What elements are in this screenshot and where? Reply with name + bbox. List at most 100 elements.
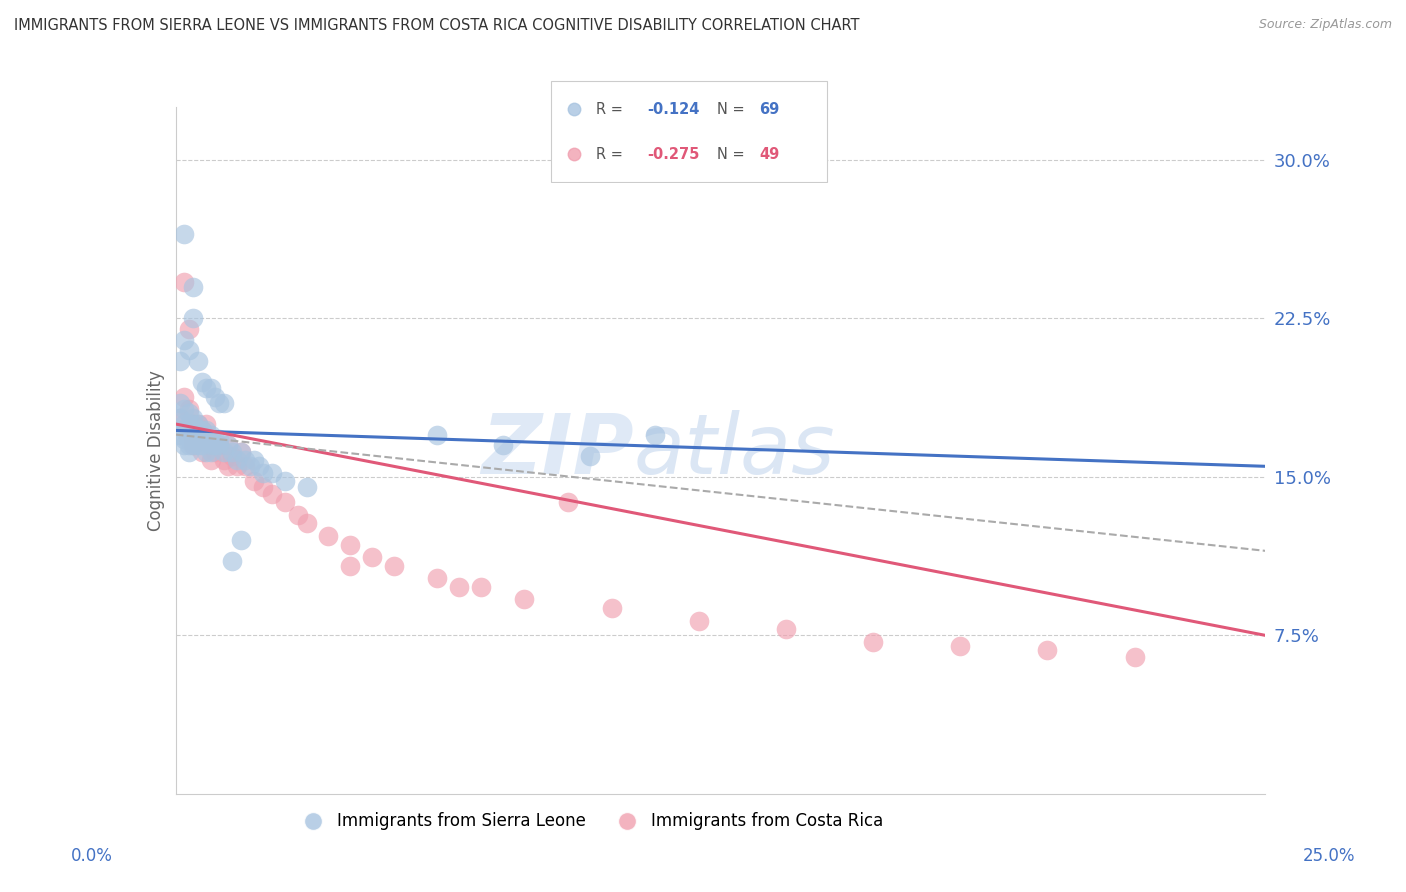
Point <box>200 427 222 442</box>
Point <box>204 438 226 452</box>
Point <box>191 375 214 389</box>
Point <box>239 459 262 474</box>
Point <box>217 438 239 452</box>
Text: R =: R = <box>596 146 627 161</box>
Point <box>186 417 209 431</box>
Point <box>217 438 239 452</box>
Point <box>204 432 226 446</box>
Point <box>426 427 449 442</box>
Text: 49: 49 <box>759 146 779 161</box>
Point <box>177 427 200 442</box>
Point <box>173 390 195 404</box>
Point <box>212 453 235 467</box>
Point <box>287 508 309 522</box>
Point <box>243 453 266 467</box>
Point <box>191 423 214 437</box>
Point <box>243 474 266 488</box>
Point <box>247 459 270 474</box>
Point <box>200 432 222 446</box>
Text: R =: R = <box>596 102 627 117</box>
Point <box>644 427 666 442</box>
Point <box>208 432 231 446</box>
Point <box>252 480 274 494</box>
Point <box>186 427 209 442</box>
Point <box>208 438 231 452</box>
Point <box>181 417 204 431</box>
Point <box>382 558 405 573</box>
Point <box>295 516 318 531</box>
Point <box>260 487 283 501</box>
Point <box>252 466 274 480</box>
Point <box>195 444 218 458</box>
Point <box>318 529 340 543</box>
FancyBboxPatch shape <box>551 81 827 182</box>
Point <box>557 495 579 509</box>
Point <box>775 622 797 636</box>
Point <box>181 311 204 326</box>
Point <box>862 634 884 648</box>
Point <box>200 444 222 458</box>
Point <box>181 432 204 446</box>
Point <box>260 466 283 480</box>
Point <box>221 444 243 458</box>
Point <box>191 438 214 452</box>
Point <box>212 396 235 410</box>
Point <box>339 537 361 551</box>
Point <box>173 417 195 431</box>
Text: IMMIGRANTS FROM SIERRA LEONE VS IMMIGRANTS FROM COSTA RICA COGNITIVE DISABILITY : IMMIGRANTS FROM SIERRA LEONE VS IMMIGRAN… <box>14 18 859 33</box>
Point <box>186 423 209 437</box>
Point <box>195 423 218 437</box>
Point <box>173 402 195 417</box>
Point <box>191 432 214 446</box>
Point <box>181 438 204 452</box>
Point <box>1123 649 1146 664</box>
Point <box>169 396 191 410</box>
Text: -0.275: -0.275 <box>647 146 699 161</box>
Point <box>173 276 195 290</box>
Point <box>235 459 257 474</box>
Point <box>177 423 200 437</box>
Point <box>181 279 204 293</box>
Text: Source: ZipAtlas.com: Source: ZipAtlas.com <box>1258 18 1392 31</box>
Point <box>208 438 231 452</box>
Point <box>177 402 200 417</box>
Point <box>186 432 209 446</box>
Point <box>231 444 253 458</box>
Point <box>200 453 222 467</box>
Point <box>221 449 243 463</box>
Point <box>426 571 449 585</box>
Point <box>447 580 470 594</box>
Point <box>339 558 361 573</box>
Text: ZIP: ZIP <box>481 410 633 491</box>
Point <box>204 390 226 404</box>
Point <box>195 417 218 431</box>
Point <box>200 381 222 395</box>
Point <box>181 432 204 446</box>
Point <box>181 417 204 431</box>
Point <box>177 322 200 336</box>
Point <box>274 495 297 509</box>
Text: 69: 69 <box>759 102 779 117</box>
Point <box>492 438 515 452</box>
Point <box>217 459 239 474</box>
Point <box>195 432 218 446</box>
Text: -0.124: -0.124 <box>647 102 699 117</box>
Point <box>191 444 214 458</box>
Point <box>177 432 200 446</box>
Point <box>186 353 209 368</box>
Point <box>195 432 218 446</box>
Point <box>177 343 200 357</box>
Point <box>181 410 204 425</box>
Point <box>181 438 204 452</box>
Point <box>231 533 253 548</box>
Point <box>235 453 257 467</box>
Point <box>173 423 195 437</box>
Point <box>195 381 218 395</box>
Point <box>173 438 195 452</box>
Point <box>173 432 195 446</box>
Point <box>1036 643 1059 657</box>
Point <box>231 444 253 458</box>
Point <box>177 444 200 458</box>
Point <box>169 427 191 442</box>
Point <box>221 554 243 568</box>
